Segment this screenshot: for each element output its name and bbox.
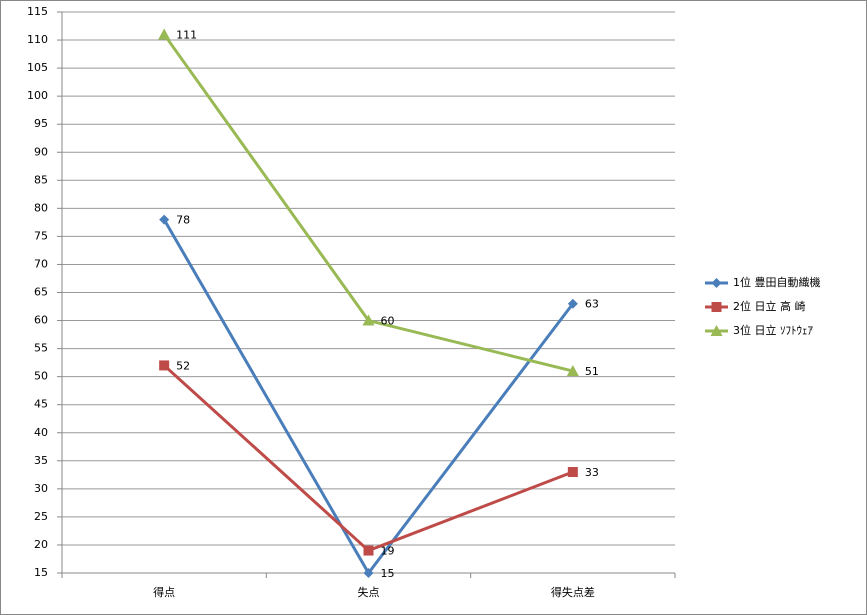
y-tick-label: 90 — [34, 145, 48, 158]
y-tick-label: 25 — [34, 510, 48, 523]
data-label: 60 — [381, 315, 395, 328]
marker — [159, 214, 170, 225]
y-tick-label: 65 — [34, 286, 48, 299]
marker — [158, 28, 171, 40]
y-tick-label: 50 — [34, 370, 48, 383]
y-tick-label: 100 — [27, 89, 48, 102]
y-tick-label: 45 — [34, 398, 48, 411]
y-tick-label: 110 — [27, 33, 48, 46]
y-tick-label: 115 — [27, 5, 48, 18]
data-label: 52 — [176, 359, 190, 372]
y-tick-label: 75 — [34, 229, 48, 242]
data-label: 33 — [585, 466, 599, 479]
y-tick-label: 105 — [27, 61, 48, 74]
y-tick-label: 70 — [34, 257, 48, 270]
marker — [711, 302, 722, 312]
marker — [159, 360, 170, 371]
x-tick-label: 得失点差 — [551, 585, 595, 599]
y-tick-label: 55 — [34, 342, 48, 355]
data-label: 63 — [585, 298, 599, 311]
y-tick-label: 95 — [34, 117, 48, 130]
data-label: 19 — [381, 545, 395, 558]
marker — [362, 314, 375, 326]
y-tick-label: 85 — [34, 173, 48, 186]
y-tick-label: 40 — [34, 426, 48, 439]
marker — [710, 325, 723, 336]
legend-label: 1位 豊田自動織機 — [733, 275, 821, 289]
y-tick-label: 20 — [34, 538, 48, 551]
y-tick-label: 30 — [34, 482, 48, 495]
marker — [711, 278, 722, 288]
x-tick-label: 失点 — [358, 586, 380, 599]
marker — [567, 298, 578, 309]
data-label: 78 — [176, 214, 190, 227]
y-tick-label: 15 — [34, 566, 48, 579]
y-tick-label: 80 — [34, 201, 48, 214]
y-tick-label: 35 — [34, 454, 48, 467]
data-label: 51 — [585, 365, 599, 378]
marker — [363, 545, 374, 556]
data-label: 111 — [176, 28, 197, 41]
marker — [363, 568, 374, 578]
marker — [566, 365, 579, 377]
data-label: 15 — [381, 567, 395, 580]
marker — [567, 467, 578, 478]
x-tick-label: 得点 — [153, 586, 175, 599]
legend-label: 3位 日立 ｿﾌﾄｳｪｱ — [733, 323, 813, 337]
legend-label: 2位 日立 高 崎 — [733, 299, 806, 313]
y-tick-label: 60 — [34, 314, 48, 327]
